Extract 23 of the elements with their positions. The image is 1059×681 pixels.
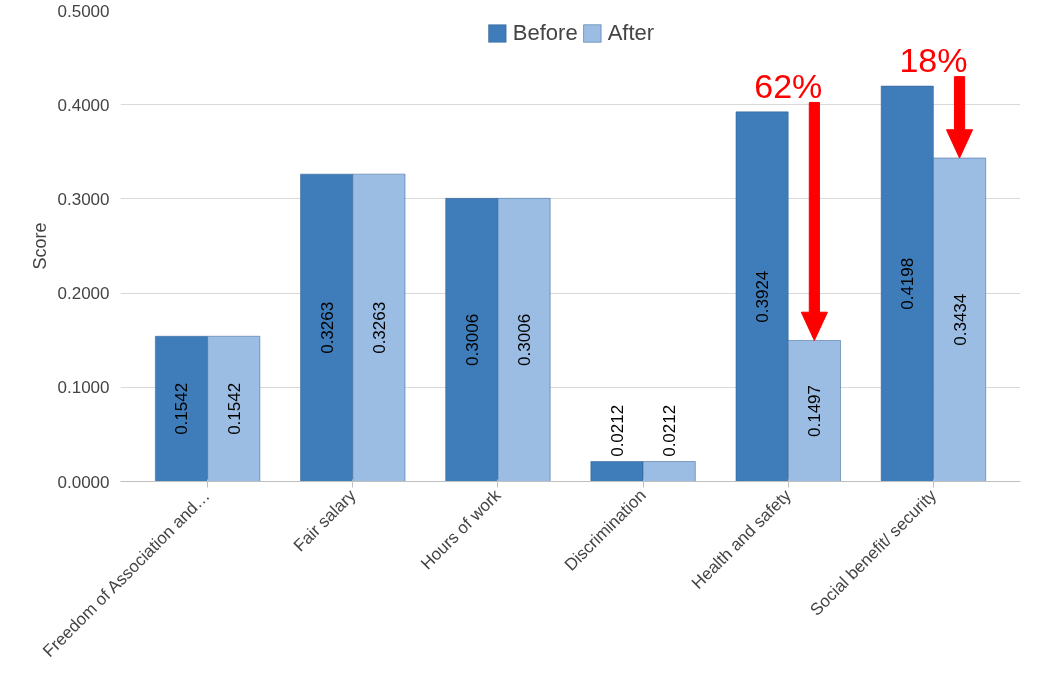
data-label: 0.1542: [172, 382, 192, 435]
annotation: 18%: [899, 41, 968, 80]
legend-label: Before: [512, 20, 578, 46]
y-axis-title: Score: [29, 222, 50, 270]
data-label: 0.0212: [660, 404, 680, 457]
y-tick-label: 0.1000: [57, 378, 110, 398]
y-tick-label: 0.5000: [57, 1, 110, 21]
data-label: 0.1542: [224, 382, 244, 435]
data-label: 0.3263: [317, 301, 337, 354]
data-label: 0.3924: [753, 270, 773, 323]
y-tick-label: 0.4000: [57, 95, 110, 115]
legend-label: After: [607, 20, 655, 46]
data-label: 0.0212: [607, 404, 627, 457]
data-label: 0.4198: [898, 257, 918, 310]
data-label: 0.3434: [950, 293, 970, 346]
data-label: 0.3006: [515, 313, 535, 366]
y-tick-label: 0.0000: [57, 472, 110, 492]
data-label: 0.1497: [805, 384, 825, 437]
y-tick-label: 0.3000: [57, 189, 110, 209]
data-label: 0.3263: [369, 301, 389, 354]
y-tick-label: 0.2000: [57, 284, 110, 304]
annotation: 62%: [754, 66, 823, 105]
data-label: 0.3006: [462, 313, 482, 366]
